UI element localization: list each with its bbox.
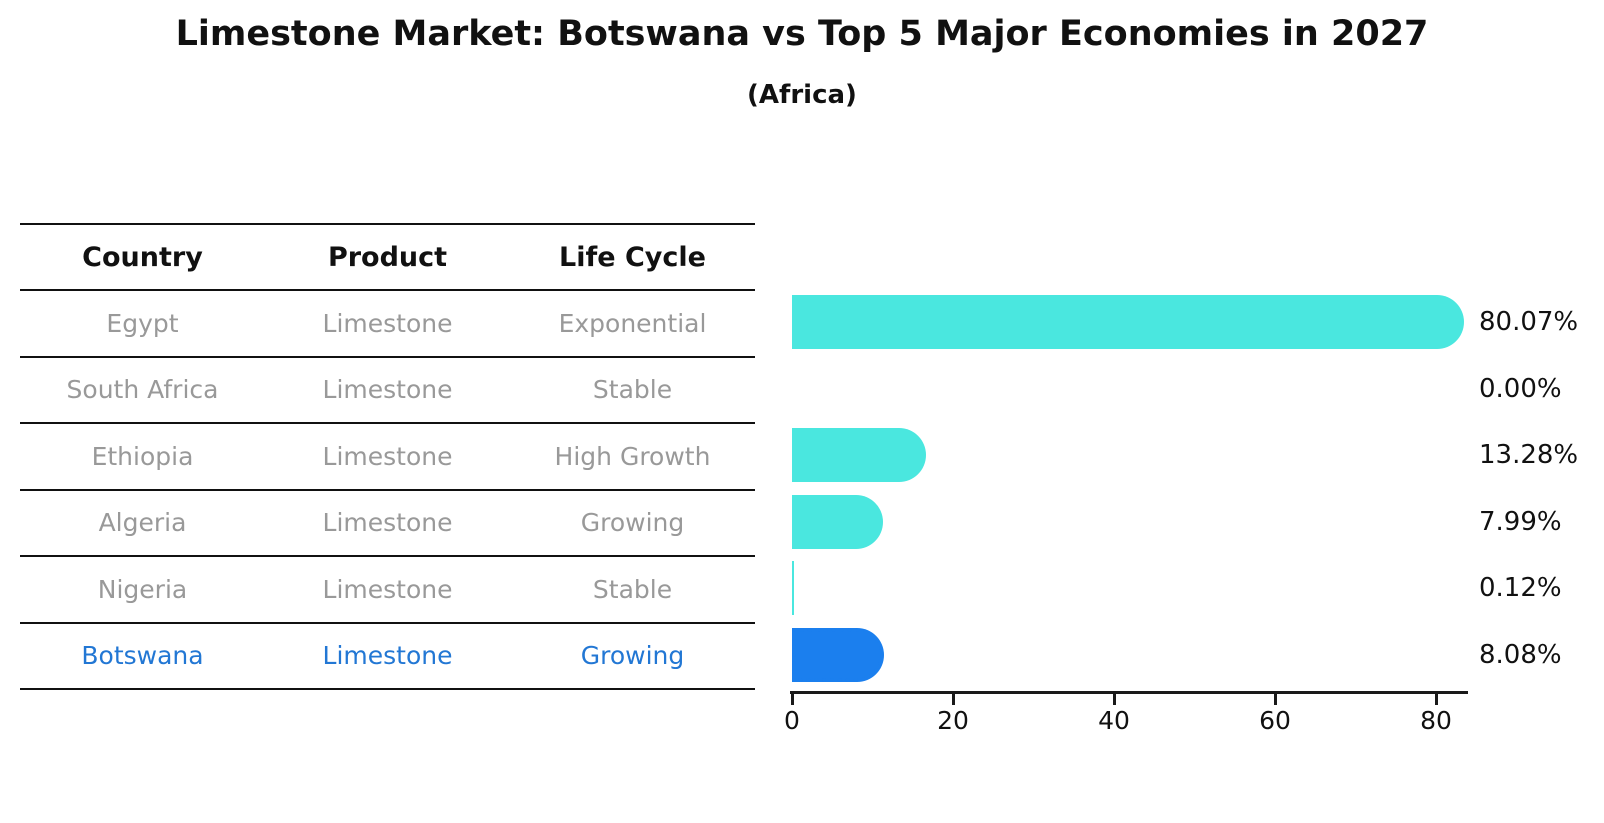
cell-country: Nigeria <box>97 574 188 604</box>
bar-row-nigeria <box>792 555 1492 622</box>
cell-country: Ethiopia <box>91 441 194 471</box>
cell-product: Limestone <box>322 641 453 671</box>
data-table: Country Product Life Cycle Egypt Limesto… <box>20 223 755 690</box>
bar-algeria <box>792 494 884 549</box>
bar-row-egypt <box>792 289 1492 356</box>
chart-subtitle: (Africa) <box>747 80 857 110</box>
bar-plot-area <box>792 289 1492 688</box>
bar-row-algeria <box>792 489 1492 556</box>
table-header-country: Country <box>82 241 203 273</box>
cell-lifecycle: Stable <box>592 574 673 604</box>
table-row-egypt: Egypt Limestone Exponential <box>20 291 755 358</box>
chart-title: Limestone Market: Botswana vs Top 5 Majo… <box>175 14 1429 54</box>
x-axis-tick-label-20: 20 <box>937 706 969 735</box>
table-row-botswana: Botswana Limestone Growing <box>20 624 755 690</box>
cell-lifecycle: Growing <box>580 508 685 538</box>
bar-row-ethiopia <box>792 422 1492 489</box>
value-label-algeria: 7.99% <box>1479 506 1562 537</box>
x-axis-tick-label-60: 60 <box>1259 706 1291 735</box>
cell-country: Algeria <box>98 508 187 538</box>
value-label-south-africa: 0.00% <box>1479 373 1562 404</box>
cell-product: Limestone <box>322 508 453 538</box>
cell-product: Limestone <box>322 441 453 471</box>
table-row-south-africa: South Africa Limestone Stable <box>20 358 755 424</box>
value-label-botswana: 8.08% <box>1479 639 1562 670</box>
x-axis-tick-80 <box>1434 694 1438 705</box>
cell-lifecycle: Exponential <box>558 308 707 338</box>
x-axis-tick-20 <box>951 694 955 705</box>
bar-egypt <box>792 295 1464 349</box>
x-axis-line <box>790 691 1468 694</box>
value-label-row: 8.08% <box>1479 622 1599 689</box>
cell-country: Botswana <box>81 641 204 671</box>
value-label-column: 80.07% 0.00% 13.28% 7.99% 0.12% 8.08% <box>1479 289 1599 688</box>
x-axis-tick-40 <box>1112 694 1116 705</box>
cell-product: Limestone <box>322 375 453 405</box>
cell-country: Egypt <box>106 308 179 338</box>
x-axis-tick-60 <box>1273 694 1277 705</box>
bar-botswana <box>792 627 885 682</box>
table-header-lifecycle: Life Cycle <box>559 241 706 273</box>
table-row-algeria: Algeria Limestone Growing <box>20 491 755 557</box>
table-header-row: Country Product Life Cycle <box>20 223 755 291</box>
bar-nigeria <box>792 561 794 615</box>
bar-ethiopia <box>792 428 926 482</box>
value-label-row: 0.00% <box>1479 356 1599 423</box>
value-label-row: 13.28% <box>1479 422 1599 489</box>
x-axis-tick-0 <box>790 694 794 705</box>
value-label-egypt: 80.07% <box>1479 307 1579 338</box>
x-axis-tick-label-80: 80 <box>1420 706 1452 735</box>
cell-product: Limestone <box>322 574 453 604</box>
value-label-row: 7.99% <box>1479 489 1599 556</box>
cell-product: Limestone <box>322 308 453 338</box>
cell-lifecycle: High Growth <box>554 441 711 471</box>
table-header-product: Product <box>327 241 448 273</box>
value-label-row: 80.07% <box>1479 289 1599 356</box>
bar-row-south-africa <box>792 356 1492 423</box>
cell-country: South Africa <box>66 375 219 405</box>
table-row-ethiopia: Ethiopia Limestone High Growth <box>20 424 755 491</box>
cell-lifecycle: Growing <box>580 641 685 671</box>
bar-row-botswana <box>792 622 1492 689</box>
table-row-nigeria: Nigeria Limestone Stable <box>20 557 755 624</box>
x-axis-tick-label-40: 40 <box>1098 706 1130 735</box>
x-axis-tick-label-0: 0 <box>784 706 800 735</box>
value-label-ethiopia: 13.28% <box>1479 440 1579 471</box>
cell-lifecycle: Stable <box>592 375 673 405</box>
value-label-row: 0.12% <box>1479 555 1599 622</box>
value-label-nigeria: 0.12% <box>1479 573 1562 604</box>
